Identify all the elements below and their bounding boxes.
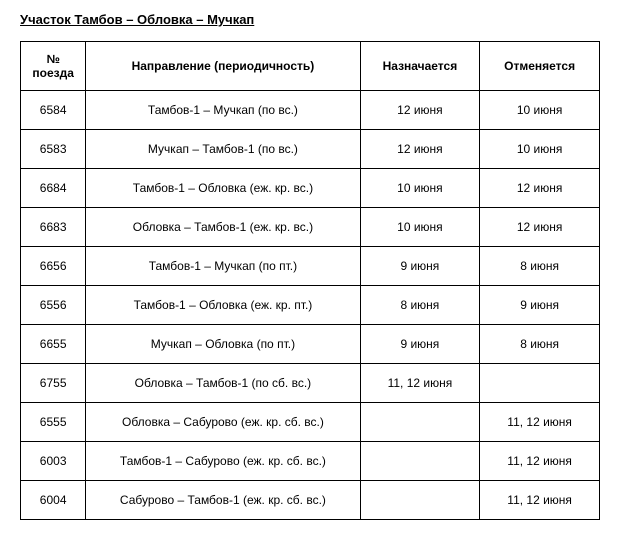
col-header-assigned: Назначается <box>360 42 480 91</box>
table-row: 6004Сабурово – Тамбов-1 (еж. кр. сб. вс.… <box>21 481 600 520</box>
table-cell: 11, 12 июня <box>480 481 600 520</box>
table-row: 6584Тамбов-1 – Мучкап (по вс.)12 июня10 … <box>21 91 600 130</box>
table-cell: 6683 <box>21 208 86 247</box>
table-row: 6656Тамбов-1 – Мучкап (по пт.)9 июня8 ию… <box>21 247 600 286</box>
table-cell: 6555 <box>21 403 86 442</box>
table-cell: 10 июня <box>360 169 480 208</box>
table-cell: Мучкап – Обловка (по пт.) <box>86 325 360 364</box>
table-cell: 10 июня <box>360 208 480 247</box>
table-cell: Тамбов-1 – Сабурово (еж. кр. сб. вс.) <box>86 442 360 481</box>
table-cell <box>360 481 480 520</box>
table-row: 6556Тамбов-1 – Обловка (еж. кр. пт.)8 ию… <box>21 286 600 325</box>
table-row: 6583Мучкап – Тамбов-1 (по вс.)12 июня10 … <box>21 130 600 169</box>
table-cell: 12 июня <box>480 208 600 247</box>
table-cell: 6655 <box>21 325 86 364</box>
table-row: 6555Обловка – Сабурово (еж. кр. сб. вс.)… <box>21 403 600 442</box>
table-cell: 6684 <box>21 169 86 208</box>
table-cell: 10 июня <box>480 130 600 169</box>
table-cell <box>480 364 600 403</box>
table-cell: 12 июня <box>360 130 480 169</box>
table-cell: 6003 <box>21 442 86 481</box>
table-cell <box>360 403 480 442</box>
table-cell: 11, 12 июня <box>480 403 600 442</box>
table-cell: 6004 <box>21 481 86 520</box>
table-cell: 8 июня <box>360 286 480 325</box>
table-row: 6684Тамбов-1 – Обловка (еж. кр. вс.)10 и… <box>21 169 600 208</box>
table-cell: 9 июня <box>360 325 480 364</box>
table-cell: 6755 <box>21 364 86 403</box>
section-title: Участок Тамбов – Обловка – Мучкап <box>20 12 600 27</box>
table-cell: Тамбов-1 – Мучкап (по пт.) <box>86 247 360 286</box>
table-cell: 9 июня <box>360 247 480 286</box>
table-row: 6003Тамбов-1 – Сабурово (еж. кр. сб. вс.… <box>21 442 600 481</box>
table-cell: 6556 <box>21 286 86 325</box>
col-header-direction: Направление (периодичность) <box>86 42 360 91</box>
table-row: 6683Обловка – Тамбов-1 (еж. кр. вс.)10 и… <box>21 208 600 247</box>
table-cell: 12 июня <box>480 169 600 208</box>
table-cell: Тамбов-1 – Обловка (еж. кр. пт.) <box>86 286 360 325</box>
table-cell: 10 июня <box>480 91 600 130</box>
table-cell: 6656 <box>21 247 86 286</box>
table-cell: Обловка – Сабурово (еж. кр. сб. вс.) <box>86 403 360 442</box>
table-cell: 11, 12 июня <box>480 442 600 481</box>
table-cell: Мучкап – Тамбов-1 (по вс.) <box>86 130 360 169</box>
table-cell: 11, 12 июня <box>360 364 480 403</box>
table-cell: 6584 <box>21 91 86 130</box>
table-cell: Тамбов-1 – Обловка (еж. кр. вс.) <box>86 169 360 208</box>
table-cell: 8 июня <box>480 247 600 286</box>
table-cell: Обловка – Тамбов-1 (по сб. вс.) <box>86 364 360 403</box>
table-cell <box>360 442 480 481</box>
col-header-train-no: № поезда <box>21 42 86 91</box>
table-cell: Обловка – Тамбов-1 (еж. кр. вс.) <box>86 208 360 247</box>
table-cell: 8 июня <box>480 325 600 364</box>
schedule-table: № поезда Направление (периодичность) Наз… <box>20 41 600 520</box>
table-body: 6584Тамбов-1 – Мучкап (по вс.)12 июня10 … <box>21 91 600 520</box>
table-cell: 12 июня <box>360 91 480 130</box>
table-cell: Сабурово – Тамбов-1 (еж. кр. сб. вс.) <box>86 481 360 520</box>
table-cell: 9 июня <box>480 286 600 325</box>
col-header-cancelled: Отменяется <box>480 42 600 91</box>
table-row: 6755Обловка – Тамбов-1 (по сб. вс.)11, 1… <box>21 364 600 403</box>
table-cell: 6583 <box>21 130 86 169</box>
table-row: 6655Мучкап – Обловка (по пт.)9 июня8 июн… <box>21 325 600 364</box>
table-header-row: № поезда Направление (периодичность) Наз… <box>21 42 600 91</box>
table-cell: Тамбов-1 – Мучкап (по вс.) <box>86 91 360 130</box>
